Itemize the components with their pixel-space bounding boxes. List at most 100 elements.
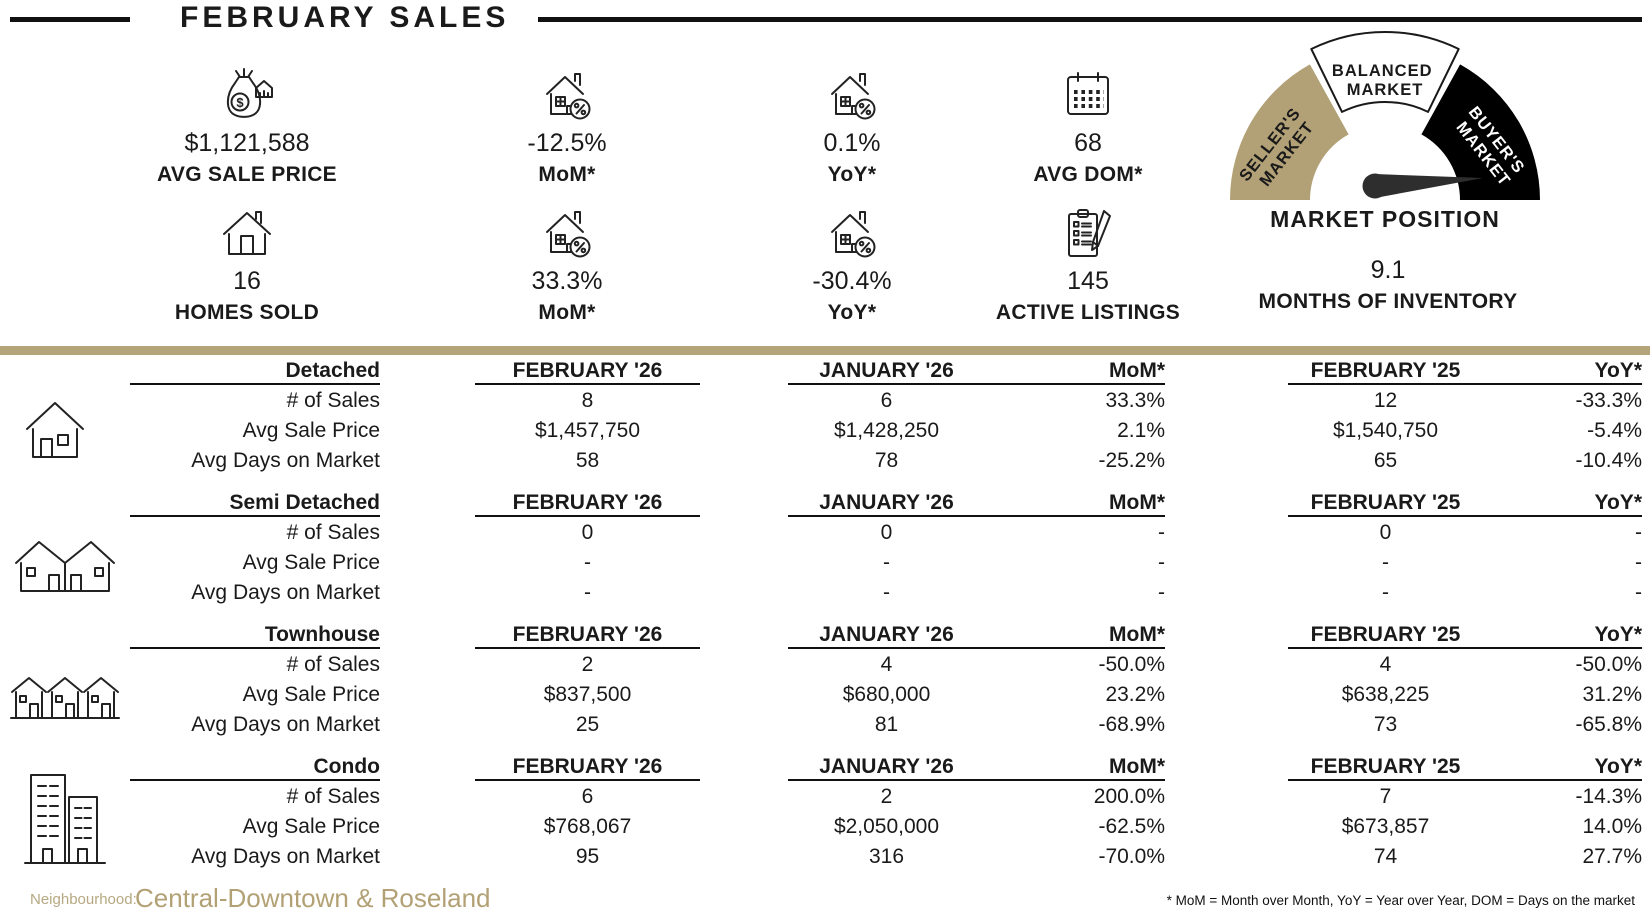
sales-breakdown-table: Detached FEBRUARY '26 JANUARY '26 MoM* F… [0,358,1650,886]
cell: 23.2% [1105,683,1165,706]
condo-buildings-icon [0,766,130,876]
col-header-feb26: FEBRUARY '26 [475,623,700,649]
col-header-yoy: YoY* [1594,491,1642,514]
stat-value: 9.1 [1370,256,1406,284]
cell: 2.1% [1117,419,1165,442]
stat-value: -12.5% [527,129,607,157]
table-section-condo: Condo FEBRUARY '26 JANUARY '26 MoM* FEBR… [0,754,1650,872]
cell: $680,000 [842,683,931,706]
gauge-balanced-label: BALANCED MARKET [1332,62,1438,99]
table-section-semi-detached: Semi Detached FEBRUARY '26 JANUARY '26 M… [0,490,1650,608]
cell: 27.7% [1582,845,1642,868]
cell: 4 [1379,653,1392,676]
table-section-townhouse: Townhouse FEBRUARY '26 JANUARY '26 MoM* … [0,622,1650,740]
stat-label: YoY* [827,163,877,186]
cell: - [584,551,591,574]
cell: - [1635,521,1642,544]
gauge-balanced-segment [1310,31,1460,113]
title-rule-left [10,17,130,22]
table-row: Avg Days on Market 58 78 -25.2% 65 -10.4… [130,446,1650,476]
cell: $638,225 [1341,683,1430,706]
stat-label: MoM* [538,163,596,186]
col-header-jan26: JANUARY '26 [819,359,954,382]
clipboard-pencil-icon [978,206,1198,258]
col-header-jan26: JANUARY '26 [819,755,954,778]
col-header-feb26: FEBRUARY '26 [475,755,700,781]
stat-months-of-inventory: 9.1 MONTHS OF INVENTORY [1218,256,1558,314]
cell: -50.0% [1575,653,1642,676]
col-header-feb25: FEBRUARY '25 [1310,755,1461,778]
stat-label: MONTHS OF INVENTORY [1258,290,1518,313]
table-row: # of Sales 0 0 - 0 - [130,518,1650,548]
section-title: Semi Detached [130,491,380,517]
cell: - [1635,551,1642,574]
section-divider [0,346,1650,355]
stat-value: 145 [1067,267,1109,295]
row-label: Avg Sale Price [242,551,380,574]
col-header-feb26: FEBRUARY '26 [475,359,700,385]
cell: 65 [1373,449,1398,472]
cell: 6 [581,785,594,808]
cell: - [1158,551,1165,574]
col-header-mom: MoM* [1109,755,1165,778]
cell: 0 [1379,521,1392,544]
stat-sold-mom: 33.3% MoM* [457,206,677,325]
cell: 4 [880,653,893,676]
gauge-title: MARKET POSITION [1270,206,1500,232]
gauge-buyers-segment [1421,64,1540,201]
stat-label: MoM* [538,301,596,324]
cell: 316 [868,845,905,868]
col-header-mom: MoM* [1109,491,1165,514]
detached-house-icon [0,384,130,476]
section-title: Detached [130,359,380,385]
cell: 0 [880,521,893,544]
cell: 73 [1373,713,1398,736]
stat-label: HOMES SOLD [174,301,320,324]
cell: $1,540,750 [1332,419,1439,442]
townhouse-icon [0,648,130,740]
table-row: Avg Days on Market 25 81 -68.9% 73 -65.8… [130,710,1650,740]
cell: $837,500 [543,683,632,706]
row-label: Avg Sale Price [242,419,380,442]
col-header-yoy: YoY* [1594,755,1642,778]
col-header-yoy: YoY* [1594,623,1642,646]
col-header-feb25: FEBRUARY '25 [1310,491,1461,514]
stat-label: AVG DOM* [1033,163,1143,186]
cell: 33.3% [1105,389,1165,412]
cell: - [584,581,591,604]
cell: 95 [575,845,600,868]
cell: -10.4% [1575,449,1642,472]
cell: -14.3% [1575,785,1642,808]
stat-avg-dom: 68 AVG DOM* [978,68,1198,187]
cell: 14.0% [1582,815,1642,838]
cell: 58 [575,449,600,472]
cell: 25 [575,713,600,736]
stat-value: 68 [1074,129,1102,157]
market-position-gauge: SELLER'S MARKET BALANCED MARKET BUYER'S … [1215,28,1555,233]
house-percent-icon [742,68,962,120]
cell: 31.2% [1582,683,1642,706]
col-header-feb26: FEBRUARY '26 [475,491,700,517]
cell: $2,050,000 [833,815,940,838]
house-icon [137,206,357,258]
stat-label: AVG SALE PRICE [156,163,337,186]
table-row: Avg Sale Price $1,457,750 $1,428,250 2.1… [130,416,1650,446]
stat-price-yoy: 0.1% YoY* [742,68,962,187]
cell: -68.9% [1098,713,1165,736]
stat-active-listings: 145 ACTIVE LISTINGS [978,206,1198,325]
house-percent-icon [457,206,677,258]
cell: 0 [581,521,594,544]
table-section-detached: Detached FEBRUARY '26 JANUARY '26 MoM* F… [0,358,1650,476]
table-row: # of Sales 8 6 33.3% 12 -33.3% [130,386,1650,416]
table-row: Avg Days on Market 95 316 -70.0% 74 27.7… [130,842,1650,872]
stat-label: YoY* [827,301,877,324]
house-percent-icon [457,68,677,120]
calendar-icon [978,68,1198,120]
stat-sold-yoy: -30.4% YoY* [742,206,962,325]
row-label: # of Sales [286,389,380,412]
cell: 12 [1373,389,1398,412]
cell: $673,857 [1341,815,1430,838]
row-label: Avg Sale Price [242,683,380,706]
table-row: # of Sales 2 4 -50.0% 4 -50.0% [130,650,1650,680]
col-header-yoy: YoY* [1594,359,1642,382]
